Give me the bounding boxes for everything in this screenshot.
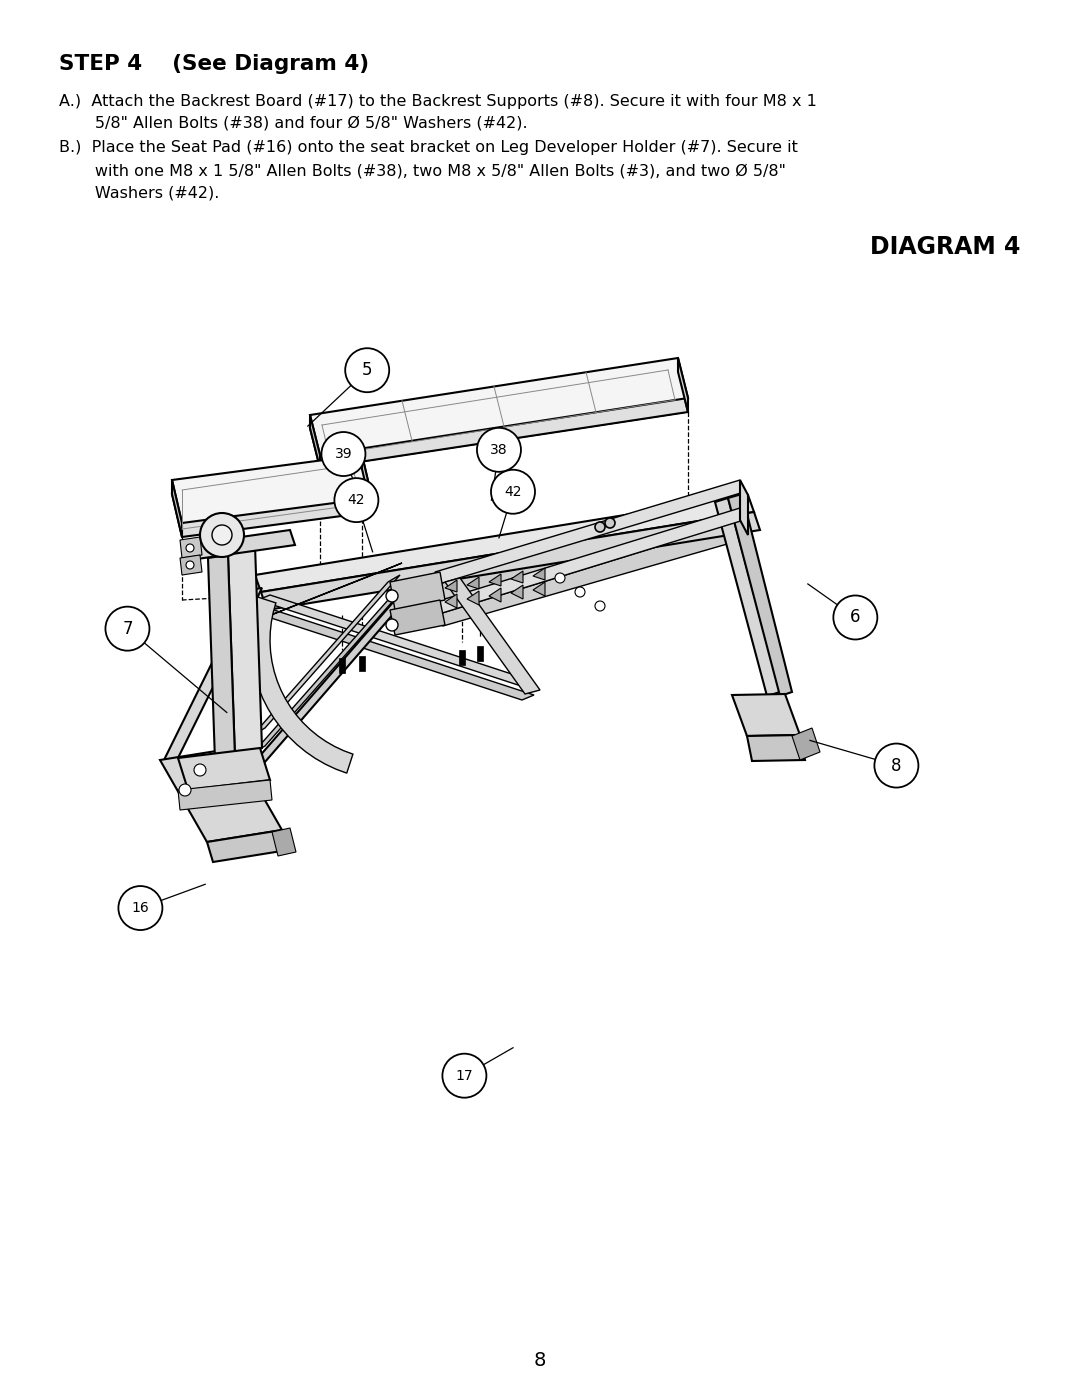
Circle shape: [595, 601, 605, 610]
Polygon shape: [359, 657, 365, 671]
Circle shape: [834, 595, 877, 640]
Text: with one M8 x 1 5/8" Allen Bolts (#38), two M8 x 5/8" Allen Bolts (#3), and two : with one M8 x 1 5/8" Allen Bolts (#38), …: [59, 163, 786, 179]
Circle shape: [443, 1053, 486, 1098]
Text: 17: 17: [456, 1069, 473, 1083]
Polygon shape: [172, 481, 183, 536]
Polygon shape: [219, 597, 408, 803]
Polygon shape: [255, 495, 754, 592]
Polygon shape: [180, 536, 202, 557]
Text: A.)  Attach the Backrest Board (#17) to the Backrest Supports (#8). Secure it wi: A.) Attach the Backrest Board (#17) to t…: [59, 94, 818, 109]
Polygon shape: [435, 509, 744, 615]
Polygon shape: [390, 571, 445, 610]
Polygon shape: [258, 595, 530, 685]
Polygon shape: [172, 469, 372, 536]
Text: 5: 5: [362, 362, 373, 379]
Polygon shape: [164, 588, 262, 760]
Text: DIAGRAM 4: DIAGRAM 4: [870, 235, 1021, 258]
Polygon shape: [445, 578, 540, 694]
Polygon shape: [715, 497, 780, 696]
Polygon shape: [445, 594, 457, 608]
Circle shape: [179, 784, 191, 796]
Circle shape: [595, 522, 605, 532]
Polygon shape: [262, 610, 534, 700]
Circle shape: [194, 764, 206, 775]
Polygon shape: [253, 576, 400, 735]
Text: 7: 7: [122, 620, 133, 637]
Polygon shape: [489, 588, 501, 602]
Circle shape: [875, 743, 918, 788]
Polygon shape: [728, 495, 792, 696]
Circle shape: [322, 432, 365, 476]
Polygon shape: [747, 735, 805, 761]
Polygon shape: [172, 455, 372, 522]
Polygon shape: [178, 747, 270, 789]
Polygon shape: [160, 747, 282, 842]
Text: STEP 4    (See Diagram 4): STEP 4 (See Diagram 4): [59, 54, 369, 74]
Polygon shape: [459, 650, 465, 665]
Text: 6: 6: [850, 609, 861, 626]
Polygon shape: [534, 569, 545, 580]
Polygon shape: [435, 481, 744, 584]
Circle shape: [106, 606, 149, 651]
Text: Washers (#42).: Washers (#42).: [59, 186, 219, 201]
Circle shape: [335, 478, 378, 522]
Polygon shape: [253, 592, 400, 753]
Polygon shape: [362, 455, 372, 511]
Polygon shape: [310, 372, 688, 468]
Polygon shape: [178, 780, 272, 810]
Text: 5/8" Allen Bolts (#38) and four Ø 5/8" Washers (#42).: 5/8" Allen Bolts (#38) and four Ø 5/8" W…: [59, 116, 528, 131]
Text: 42: 42: [504, 485, 522, 499]
Circle shape: [119, 886, 162, 930]
Polygon shape: [310, 358, 688, 455]
Text: 8: 8: [891, 757, 902, 774]
Polygon shape: [310, 415, 320, 468]
Polygon shape: [534, 583, 545, 597]
Polygon shape: [390, 599, 445, 636]
Circle shape: [491, 469, 535, 514]
Polygon shape: [339, 658, 345, 673]
Polygon shape: [477, 645, 483, 661]
Polygon shape: [438, 492, 748, 602]
Circle shape: [386, 619, 399, 631]
Polygon shape: [438, 520, 748, 626]
Text: 39: 39: [335, 447, 352, 461]
Polygon shape: [511, 571, 523, 583]
Polygon shape: [249, 597, 353, 773]
Polygon shape: [678, 358, 688, 412]
Polygon shape: [246, 563, 402, 624]
Text: 38: 38: [490, 443, 508, 457]
Polygon shape: [228, 545, 262, 759]
Text: B.)  Place the Seat Pad (#16) onto the seat bracket on Leg Developer Holder (#7): B.) Place the Seat Pad (#16) onto the se…: [59, 140, 798, 155]
Polygon shape: [511, 585, 523, 599]
Polygon shape: [185, 529, 295, 560]
Polygon shape: [272, 828, 296, 856]
Text: 42: 42: [348, 493, 365, 507]
Circle shape: [605, 518, 615, 528]
Circle shape: [575, 587, 585, 597]
Circle shape: [477, 427, 521, 472]
Polygon shape: [740, 481, 748, 535]
Circle shape: [555, 573, 565, 583]
Polygon shape: [489, 574, 501, 585]
Circle shape: [346, 348, 389, 393]
Circle shape: [186, 543, 194, 552]
Polygon shape: [445, 580, 457, 592]
Text: 8: 8: [534, 1351, 546, 1370]
Polygon shape: [208, 555, 235, 761]
Circle shape: [212, 525, 232, 545]
Circle shape: [186, 562, 194, 569]
Polygon shape: [180, 555, 202, 576]
Polygon shape: [792, 728, 820, 760]
Polygon shape: [467, 591, 480, 605]
Circle shape: [386, 590, 399, 602]
Polygon shape: [261, 511, 760, 610]
Text: 16: 16: [132, 901, 149, 915]
Circle shape: [200, 513, 244, 557]
Polygon shape: [207, 830, 288, 862]
Polygon shape: [732, 694, 800, 736]
Polygon shape: [467, 577, 480, 590]
